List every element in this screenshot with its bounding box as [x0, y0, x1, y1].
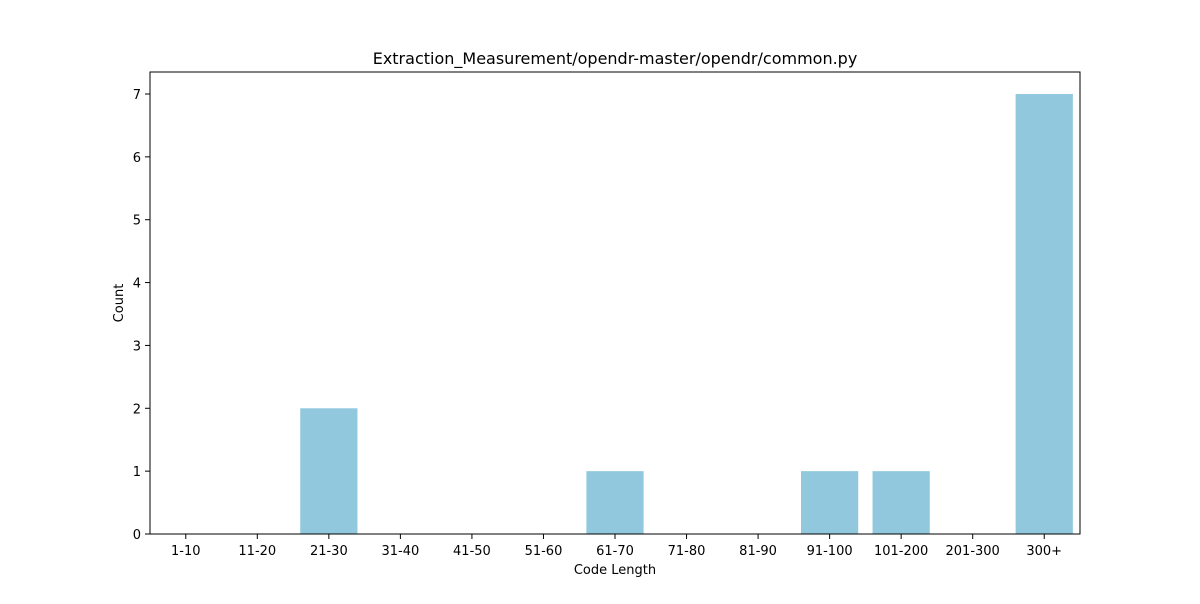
y-tick-label: 7: [133, 88, 141, 103]
x-tick-label: 31-40: [381, 544, 419, 559]
x-tick-label: 91-100: [807, 544, 853, 559]
bar-21-30: [300, 408, 358, 534]
y-tick-label: 6: [133, 151, 141, 166]
x-tick-label: 101-200: [874, 544, 928, 559]
bar-61-70: [586, 471, 644, 534]
bar-91-100: [801, 471, 859, 534]
x-tick-label: 41-50: [453, 544, 491, 559]
bar-101-200: [872, 471, 930, 534]
x-tick-label: 51-60: [525, 544, 563, 559]
x-tick-label: 1-10: [171, 544, 201, 559]
bar-300+: [1015, 94, 1073, 534]
x-tick-label: 11-20: [238, 544, 276, 559]
x-axis-label: Code Length: [574, 563, 656, 578]
y-tick-label: 1: [133, 465, 141, 480]
y-tick-label: 5: [133, 214, 141, 229]
chart-title: Extraction_Measurement/opendr-master/ope…: [373, 49, 858, 69]
y-tick-label: 4: [133, 277, 141, 292]
y-tick-label: 2: [133, 402, 141, 417]
bars-layer: [300, 94, 1073, 534]
x-axis: 1-10 11-20 21-30 31-40 41-50 51-60 61-70 71-80 8…: [171, 534, 1062, 559]
x-tick-label: 201-300: [946, 544, 1000, 559]
y-axis-label: Count: [112, 284, 127, 323]
x-tick-label: 300+: [1026, 544, 1062, 559]
x-tick-label: 61-70: [596, 544, 634, 559]
x-tick-label: 81-90: [739, 544, 777, 559]
y-tick-label: 0: [133, 528, 141, 543]
y-axis: 0 1 2 3 4 5 6 7: [133, 88, 150, 543]
x-tick-label: 21-30: [310, 544, 348, 559]
y-tick-label: 3: [133, 339, 141, 354]
x-tick-label: 71-80: [668, 544, 706, 559]
plot-frame: [149, 71, 1081, 535]
